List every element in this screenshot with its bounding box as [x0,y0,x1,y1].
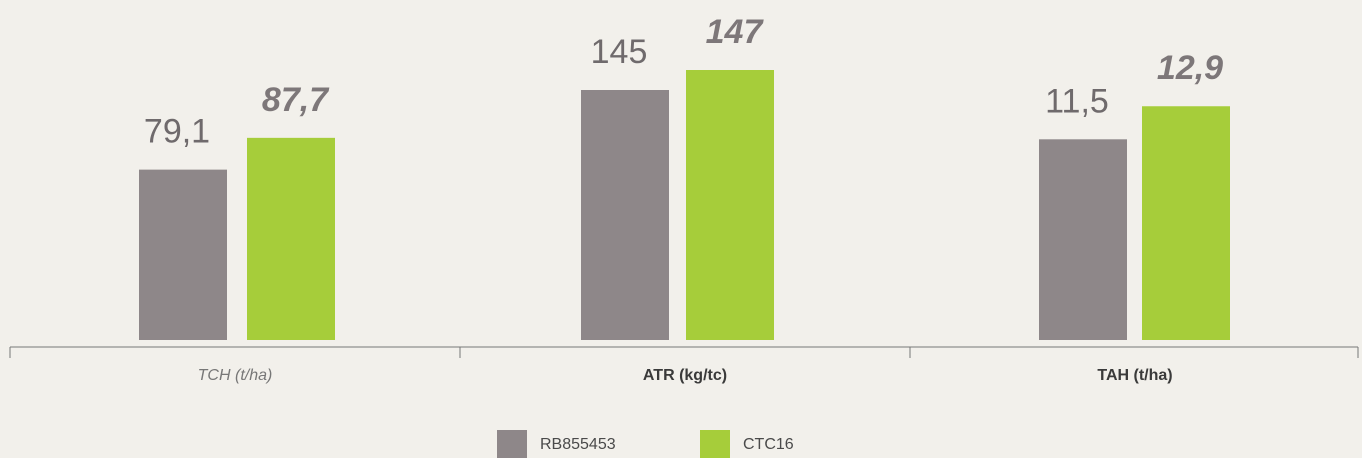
legend-swatch [497,430,527,458]
legend-label: RB855453 [540,436,616,453]
data-label: 147 [706,13,765,51]
data-label: 12,9 [1157,49,1223,87]
bar [1142,106,1230,340]
x-label: TCH (t/ha) [198,367,273,384]
bar [1039,139,1127,340]
x-label: TAH (t/ha) [1097,367,1172,384]
data-label: 145 [591,33,648,71]
bar [581,90,669,340]
data-label: 79,1 [144,113,210,151]
bar [139,169,227,340]
data-label: 87,7 [262,81,330,119]
bar [247,137,335,340]
legend-swatch [700,430,730,458]
bar [686,70,774,340]
data-label: 11,5 [1045,82,1109,120]
x-label: ATR (kg/tc) [643,367,727,384]
legend-label: CTC16 [743,436,794,453]
